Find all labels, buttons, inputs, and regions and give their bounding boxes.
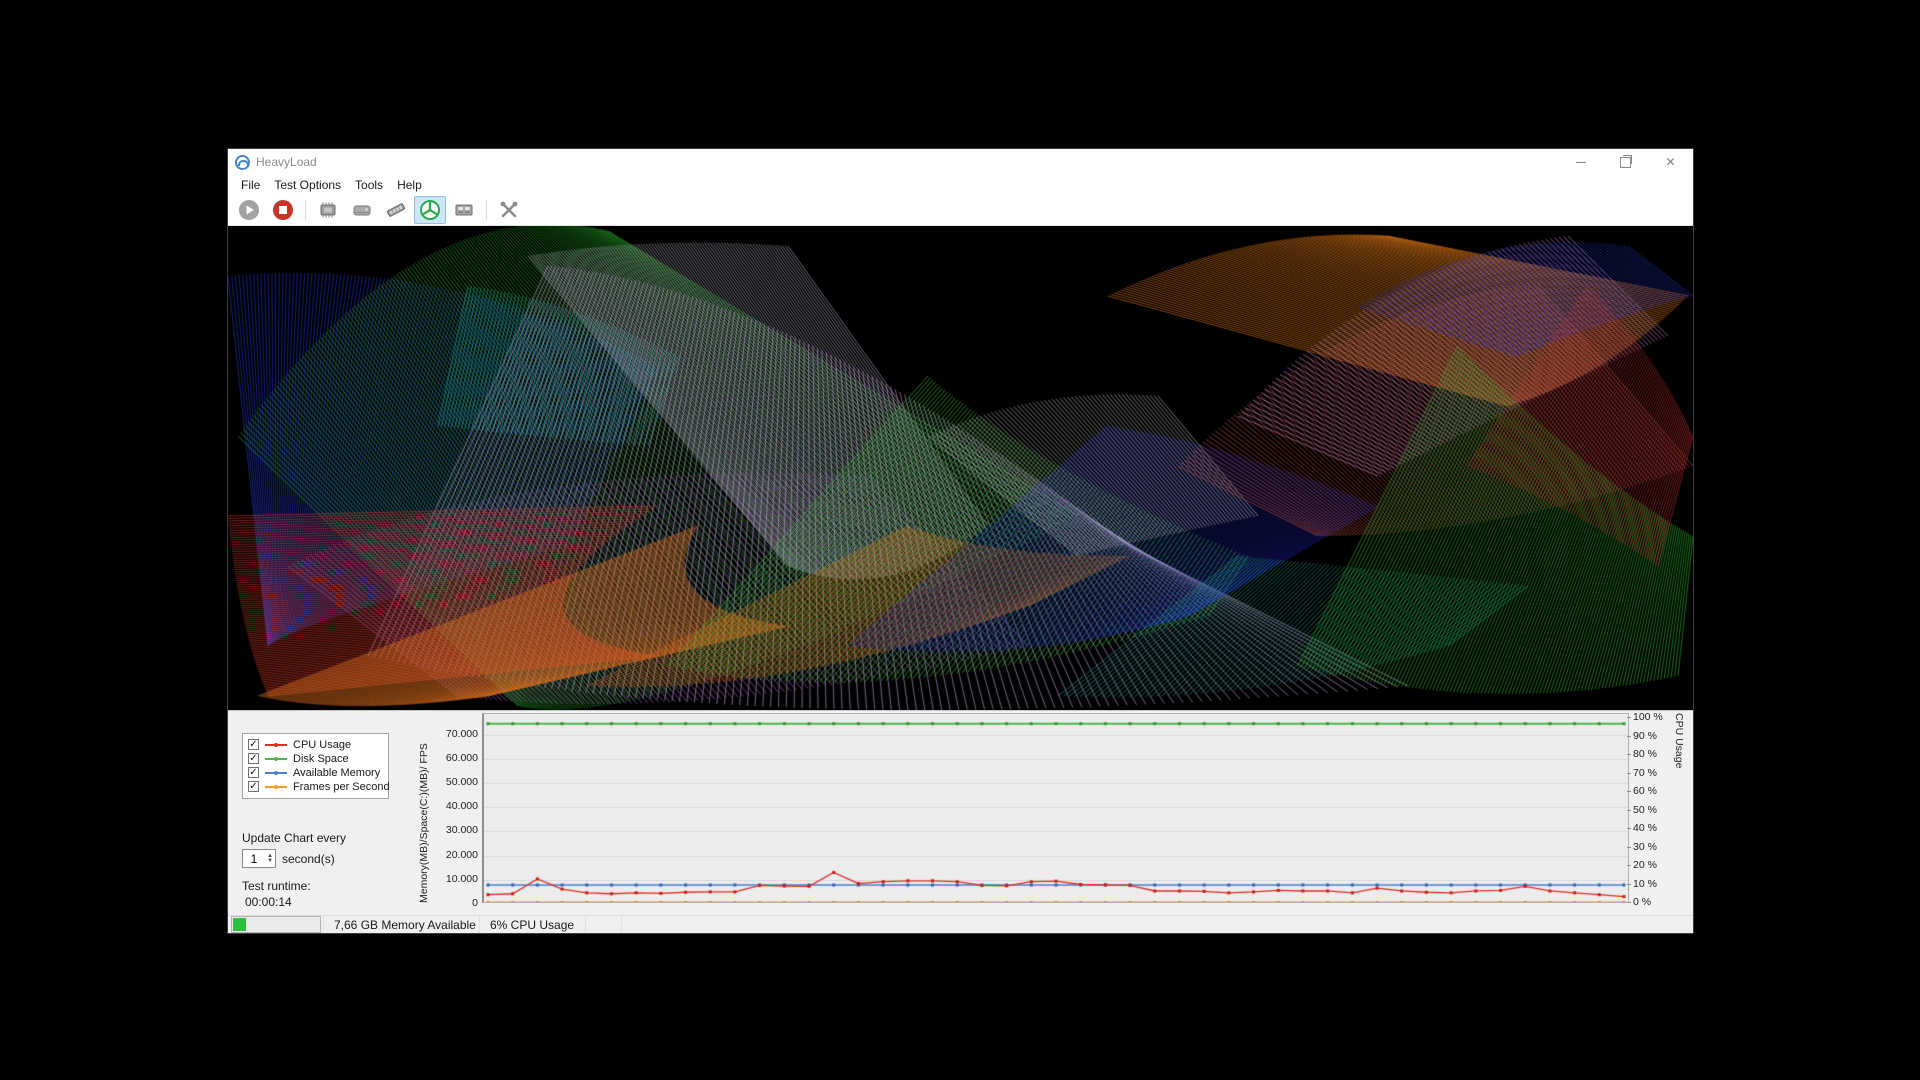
- right-tick-label: 20 %: [1627, 859, 1657, 871]
- minimize-icon: [1575, 161, 1586, 163]
- right-tick-label: 40 %: [1627, 822, 1657, 834]
- window-title: HeavyLoad: [256, 155, 317, 169]
- status-cpu-segment: 6% CPU Usage: [480, 916, 586, 933]
- status-empty-segment: [622, 916, 1693, 933]
- status-empty-segment: [586, 916, 622, 933]
- toolbar-separator: [305, 200, 306, 220]
- legend-label: Disk Space: [293, 752, 349, 765]
- right-tick-label: 80 %: [1627, 748, 1657, 760]
- gpu-graphics-test-button[interactable]: [414, 196, 446, 224]
- cpu-progress-bar: [231, 916, 321, 933]
- title-bar[interactable]: HeavyLoad ✕: [228, 149, 1693, 175]
- close-button[interactable]: ✕: [1648, 149, 1693, 175]
- left-tick-label: 20.000: [445, 848, 478, 861]
- right-axis-label: CPU Usage: [1673, 713, 1685, 769]
- status-memory-segment: 7,66 GB Memory Available: [324, 916, 480, 933]
- cpu-progress-fill: [233, 918, 246, 931]
- status-bar: 7,66 GB Memory Available 6% CPU Usage: [228, 915, 1693, 933]
- toolbar-separator: [486, 200, 487, 220]
- left-tick-label: 10.000: [445, 872, 478, 885]
- legend-label: CPU Usage: [293, 738, 352, 751]
- left-tick-label: 0: [472, 897, 478, 909]
- monitor-panel: ✓ CPU Usage ✓ Disk Space ✓ Available Memory ✓ F…: [228, 710, 1693, 915]
- cpu-chip-icon: [320, 202, 336, 218]
- left-tick-label: 70.000: [445, 727, 478, 740]
- cpu-stress-test-button[interactable]: [312, 196, 344, 224]
- graphics-test-area: [228, 226, 1693, 710]
- memory-board-icon: [455, 204, 473, 216]
- legend-marker-icon: [265, 770, 287, 775]
- interval-input[interactable]: [243, 850, 265, 867]
- legend-marker-icon: [265, 742, 287, 747]
- menu-item-test-options[interactable]: Test Options: [274, 178, 342, 192]
- legend-marker-icon: [265, 784, 287, 789]
- toolbar: [228, 195, 1693, 226]
- hard-disk-icon: [353, 205, 371, 216]
- legend-marker-icon: [265, 756, 287, 761]
- left-axis-label: Memory(MB)/Space(C:)(MB)/ FPS: [418, 743, 430, 903]
- menu-bar: File Test Options Tools Help: [228, 175, 1693, 195]
- close-icon: ✕: [1665, 155, 1676, 169]
- right-tick-label: 60 %: [1627, 785, 1657, 797]
- play-icon: [239, 200, 259, 220]
- legend-checkbox-available-memory[interactable]: ✓: [248, 767, 259, 778]
- start-test-button[interactable]: [233, 196, 265, 224]
- chart-plot-area: [482, 713, 1629, 903]
- right-tick-label: 50 %: [1627, 803, 1657, 816]
- app-logo-icon: [235, 154, 250, 170]
- legend-label: Frames per Second: [293, 780, 390, 793]
- right-tick-label: 90 %: [1627, 729, 1657, 742]
- menu-item-file[interactable]: File: [241, 178, 261, 192]
- allocate-memory-test-button[interactable]: [448, 196, 480, 224]
- interval-unit-label: second(s): [282, 851, 335, 866]
- right-axis-ticks: 0 % 10 % 20 % 30 % 40 % 50 % 60 % 70 % 80 % 90 % 1…: [1626, 711, 1671, 908]
- left-tick-label: 50.000: [445, 775, 478, 788]
- stop-test-button[interactable]: [267, 196, 299, 224]
- settings-button[interactable]: [493, 196, 525, 224]
- legend-item-disk-space: ✓ Disk Space: [248, 752, 382, 765]
- chart-zone: Memory(MB)/Space(C:)(MB)/ FPS 0 10.000 20.…: [418, 711, 1685, 909]
- ram-stick-icon: [386, 203, 406, 217]
- restore-icon: [1620, 154, 1632, 168]
- right-tick-label: 10 %: [1627, 877, 1657, 890]
- spinner-up-icon[interactable]: ▲: [267, 852, 273, 859]
- status-progress-segment: [228, 916, 324, 933]
- update-chart-label: Update Chart every: [242, 831, 347, 845]
- right-tick-label: 70 %: [1627, 766, 1657, 779]
- left-tick-label: 40.000: [445, 800, 478, 813]
- right-tick-label: 100 %: [1627, 711, 1663, 723]
- menu-item-tools[interactable]: Tools: [355, 178, 384, 192]
- legend-box: ✓ CPU Usage ✓ Disk Space ✓ Available Memory ✓ F…: [242, 733, 390, 799]
- test-runtime-label: Test runtime:: [242, 879, 311, 893]
- minimize-button[interactable]: [1558, 149, 1603, 175]
- graphics-test-canvas: [228, 226, 1693, 710]
- interval-spinner[interactable]: ▲ ▼: [242, 849, 276, 868]
- fan-icon: [420, 200, 440, 220]
- menu-item-help[interactable]: Help: [397, 178, 422, 192]
- legend-checkbox-cpu-usage[interactable]: ✓: [248, 739, 259, 750]
- legend-checkbox-disk-space[interactable]: ✓: [248, 753, 259, 764]
- stop-icon: [273, 200, 293, 220]
- test-runtime-value: 00:00:14: [245, 895, 292, 909]
- tools-wrench-icon: [500, 201, 518, 218]
- memory-test-button[interactable]: [380, 196, 412, 224]
- legend-label: Available Memory: [293, 766, 381, 779]
- right-tick-label: 0 %: [1626, 896, 1652, 908]
- left-axis-ticks: 0 10.000 20.000 30.000 40.000 50.000 60.000 70.…: [432, 713, 480, 909]
- left-tick-label: 30.000: [445, 824, 478, 837]
- disk-space-test-button[interactable]: [346, 196, 378, 224]
- right-tick-label: 30 %: [1627, 840, 1657, 853]
- spinner-down-icon[interactable]: ▼: [267, 857, 273, 864]
- legend-checkbox-frames-per-second[interactable]: ✓: [248, 781, 259, 792]
- heavyload-window: HeavyLoad ✕ File Test Options Tools Help: [227, 148, 1694, 934]
- legend-item-available-memory: ✓ Available Memory: [248, 766, 382, 779]
- legend-item-frames-per-second: ✓ Frames per Second: [248, 780, 390, 793]
- restore-button[interactable]: [1603, 149, 1648, 175]
- chart-canvas: [484, 714, 1628, 902]
- legend-item-cpu-usage: ✓ CPU Usage: [248, 738, 382, 751]
- left-tick-label: 60.000: [445, 751, 478, 764]
